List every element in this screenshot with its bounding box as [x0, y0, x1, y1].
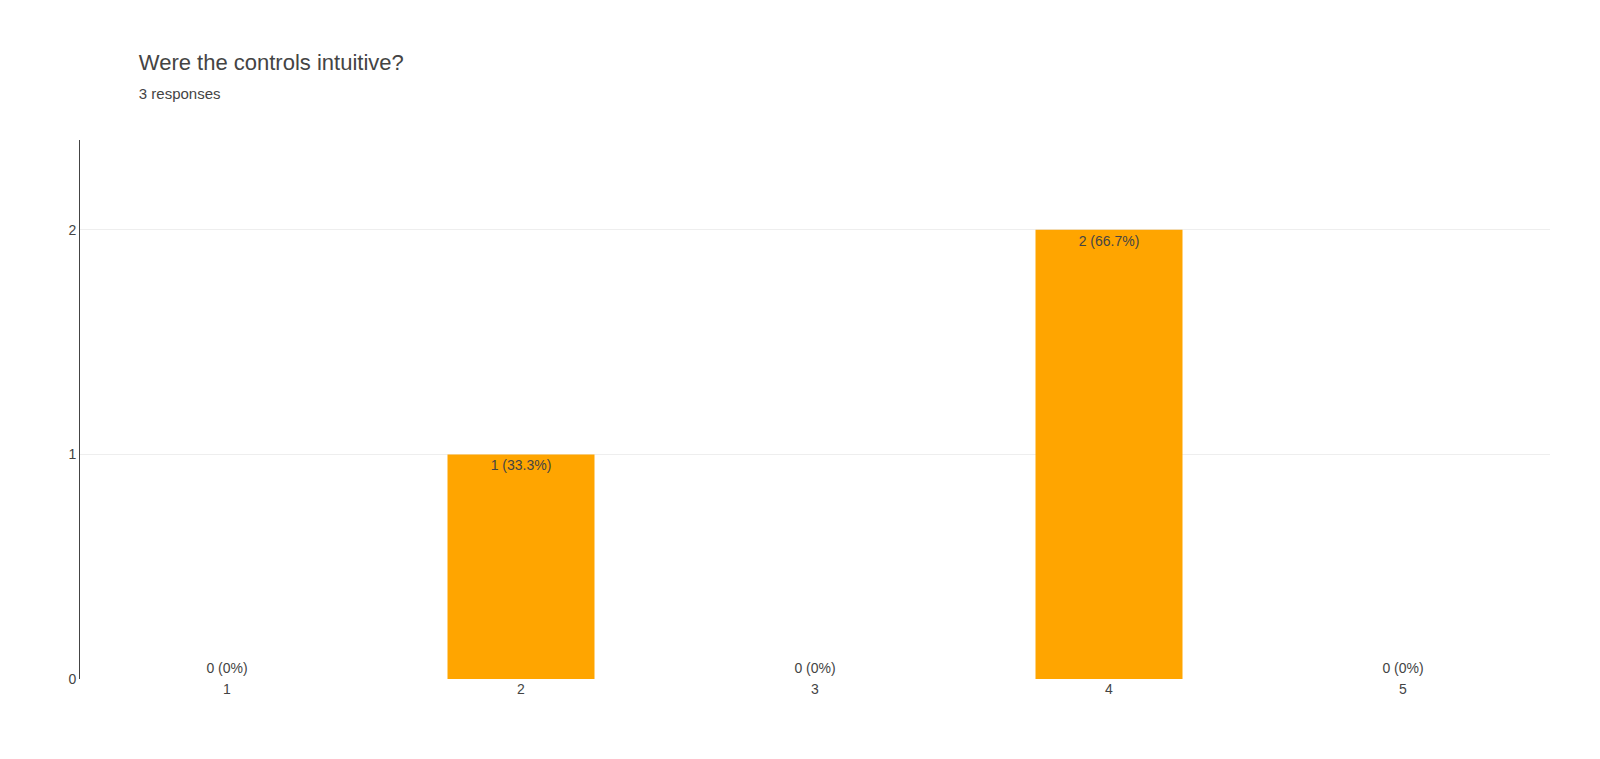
svg-text:3: 3 — [811, 681, 819, 697]
svg-text:0 (0%): 0 (0%) — [1382, 660, 1423, 676]
svg-text:3 responses: 3 responses — [139, 85, 221, 102]
svg-text:4: 4 — [1105, 681, 1113, 697]
svg-text:5: 5 — [1399, 681, 1407, 697]
svg-text:2: 2 — [517, 681, 525, 697]
svg-text:0 (0%): 0 (0%) — [206, 660, 247, 676]
svg-text:0: 0 — [68, 671, 76, 687]
svg-text:1: 1 — [223, 681, 231, 697]
svg-text:2 (66.7%): 2 (66.7%) — [1079, 233, 1140, 249]
svg-text:Were the controls intuitive?: Were the controls intuitive? — [139, 50, 404, 75]
svg-text:1: 1 — [68, 446, 76, 462]
svg-text:1 (33.3%): 1 (33.3%) — [491, 457, 552, 473]
svg-text:2: 2 — [68, 222, 76, 238]
svg-text:0 (0%): 0 (0%) — [794, 660, 835, 676]
